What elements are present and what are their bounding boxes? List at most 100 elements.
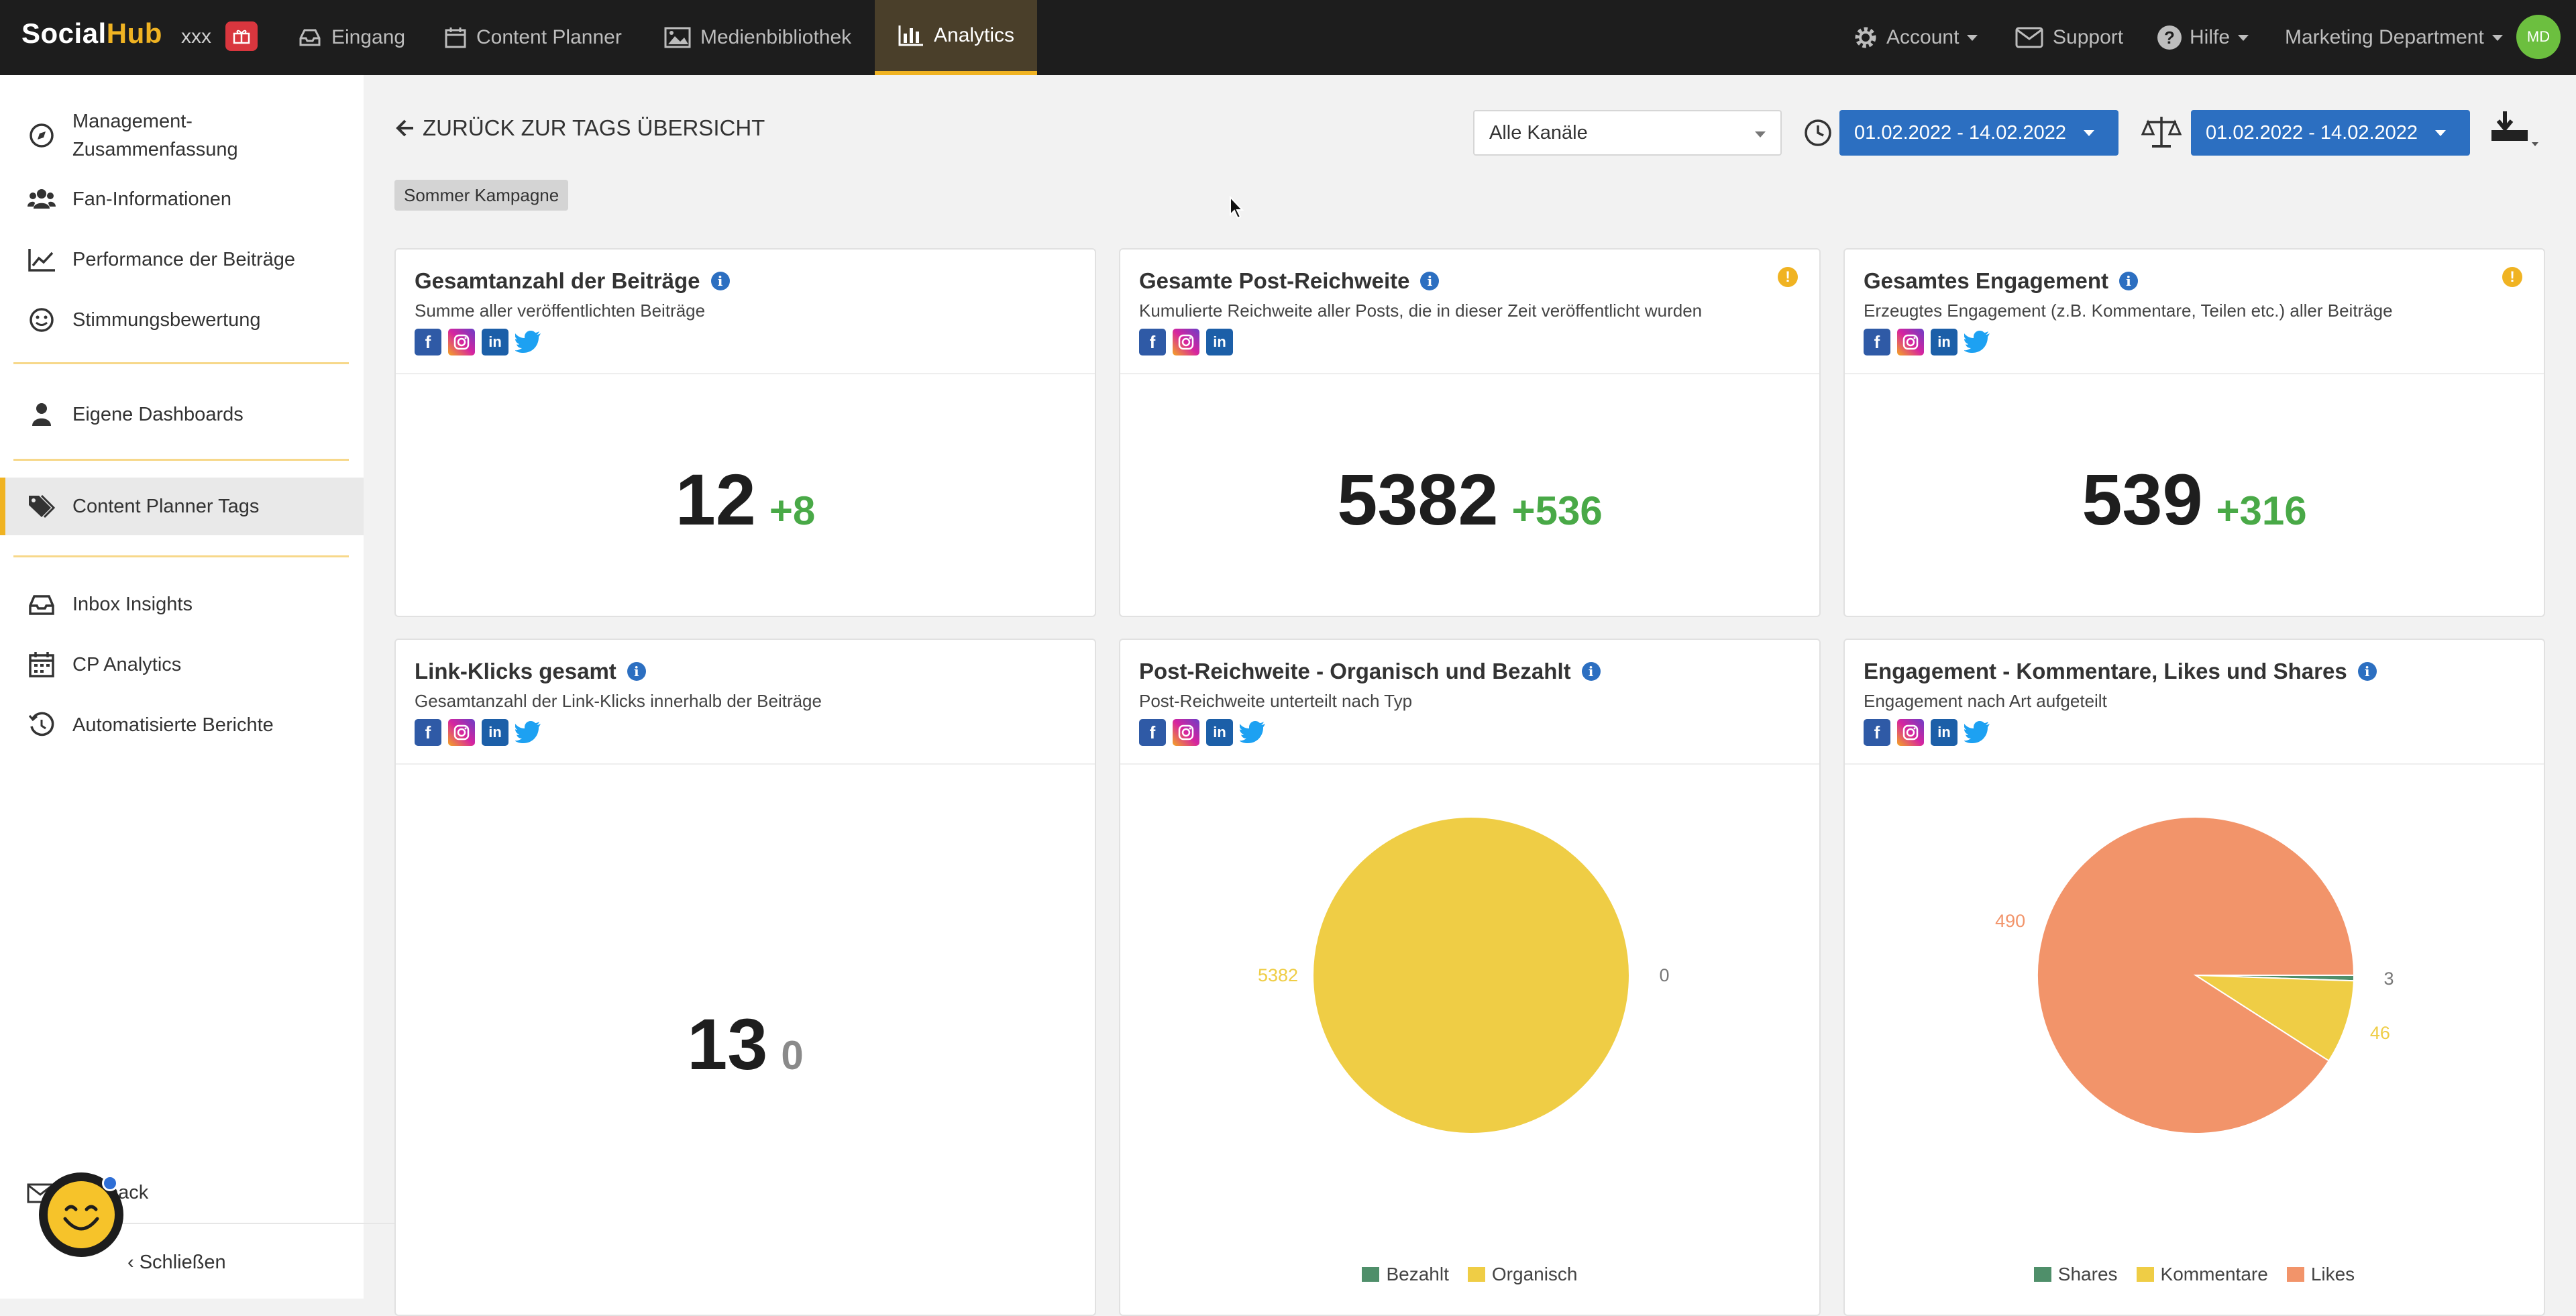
- instagram-icon: [448, 329, 475, 355]
- info-icon[interactable]: i: [1420, 272, 1440, 290]
- instagram-icon: [1897, 719, 1924, 746]
- legend-item[interactable]: Shares: [2033, 1264, 2118, 1285]
- nav-eingang[interactable]: Eingang: [298, 0, 405, 75]
- nav-content-planner[interactable]: Content Planner: [444, 0, 622, 75]
- smiley-face-icon: [48, 1181, 115, 1248]
- instagram-icon: [1897, 329, 1924, 355]
- instagram-icon: [1173, 329, 1199, 355]
- info-icon[interactable]: i: [1581, 662, 1601, 681]
- users-icon: [28, 189, 56, 209]
- legend-label: Shares: [2057, 1264, 2118, 1284]
- pie-data-label: 46: [2370, 1023, 2390, 1043]
- card-reach-by-type: Post-Reichweite - Organisch und Bezahlt i…: [1119, 639, 1821, 1316]
- mouse-cursor-icon: [1230, 196, 1244, 219]
- card-total-engagement: Gesamtes Engagement i ! Erzeugtes Engagem…: [1843, 248, 2545, 617]
- gift-icon[interactable]: [225, 21, 258, 51]
- chevron-down-icon: [1967, 34, 1978, 41]
- gear-icon: [1855, 27, 1876, 48]
- chevron-down-icon: [2084, 129, 2095, 136]
- pie-data-label: 3: [2383, 969, 2394, 989]
- pie-slice-kommentare[interactable]: [2193, 974, 2355, 1062]
- compass-icon: [30, 123, 54, 148]
- socialhub-logo[interactable]: SocialHub: [21, 17, 162, 49]
- back-to-tags-link[interactable]: ZURÜCK ZUR TAGS ÜBERSICHT: [394, 115, 765, 141]
- facebook-icon: f: [415, 329, 441, 355]
- sidebar-item-fans[interactable]: Fan-Informationen: [0, 177, 364, 221]
- legend-item[interactable]: Kommentare: [2136, 1264, 2268, 1285]
- close-sidebar-button[interactable]: ‹ Schließen: [127, 1252, 226, 1273]
- date-range-picker[interactable]: 01.02.2022 - 14.02.2022: [1839, 110, 2118, 156]
- sidebar-divider: [13, 459, 349, 461]
- bar-chart-icon: [898, 25, 923, 46]
- info-icon[interactable]: i: [2357, 662, 2377, 681]
- compare-range-picker[interactable]: 01.02.2022 - 14.02.2022: [2191, 110, 2470, 156]
- envelope-icon: [2015, 27, 2043, 48]
- support-link[interactable]: Support: [2015, 0, 2123, 75]
- legend-swatch: [1467, 1267, 1485, 1282]
- chevron-left-icon: ‹: [127, 1252, 140, 1273]
- sidebar-item-cp-analytics[interactable]: CP Analytics: [0, 643, 364, 687]
- channel-select[interactable]: Alle Kanäle: [1473, 110, 1782, 156]
- social-channels: f in: [1139, 329, 1240, 355]
- linkedin-icon: in: [1931, 329, 1957, 355]
- question-icon: ?: [2157, 25, 2182, 50]
- sidebar-item-performance[interactable]: Performance der Beiträge: [0, 237, 364, 282]
- info-icon[interactable]: i: [710, 272, 730, 290]
- help-menu[interactable]: ? Hilfe: [2157, 0, 2249, 75]
- inbox-icon: [29, 595, 54, 615]
- linkedin-icon: in: [482, 719, 508, 746]
- legend-label: Kommentare: [2160, 1264, 2268, 1284]
- chart-legend: Bezahlt Organisch: [1120, 1264, 1819, 1285]
- organization-name[interactable]: xxx: [181, 25, 211, 48]
- legend-swatch: [2286, 1267, 2304, 1282]
- legend-swatch: [2136, 1267, 2154, 1282]
- engagement-pie-chart: 3 46 490: [1995, 816, 2394, 1134]
- history-icon: [28, 712, 54, 736]
- sidebar-item-cp-tags[interactable]: Content Planner Tags: [0, 478, 364, 535]
- sidebar-divider: [13, 555, 349, 557]
- legend-item[interactable]: Likes: [2286, 1264, 2355, 1285]
- pie-data-label: 5382: [1258, 965, 1298, 985]
- pie-slice-organisch[interactable]: [1312, 816, 1630, 1134]
- sidebar-item-inbox-insights[interactable]: Inbox Insights: [0, 582, 364, 626]
- chart-legend: Shares Kommentare Likes: [1845, 1264, 2544, 1285]
- facebook-icon: f: [415, 719, 441, 746]
- social-channels: f in: [1864, 329, 1998, 355]
- nav-medienbibliothek[interactable]: Medienbibliothek: [664, 0, 851, 75]
- feedback-smiley-button[interactable]: [39, 1172, 123, 1257]
- info-icon[interactable]: i: [627, 662, 646, 681]
- tags-icon: [29, 494, 56, 518]
- twitter-icon: [1240, 719, 1267, 746]
- facebook-icon: f: [1139, 719, 1166, 746]
- facebook-icon: f: [1139, 329, 1166, 355]
- legend-item[interactable]: Bezahlt: [1362, 1264, 1449, 1285]
- legend-label: Organisch: [1491, 1264, 1578, 1284]
- calendar-icon: [445, 28, 466, 48]
- instagram-icon: [448, 719, 475, 746]
- user-avatar[interactable]: MD: [2516, 15, 2561, 59]
- linkedin-icon: in: [482, 329, 508, 355]
- clock-icon: [1805, 119, 1831, 146]
- sidebar-item-management-summary[interactable]: Management-Zusammenfassung: [0, 105, 364, 166]
- account-menu[interactable]: Account: [1853, 0, 1978, 75]
- department-menu[interactable]: Marketing Department: [2285, 0, 2503, 75]
- facebook-icon: f: [1864, 719, 1890, 746]
- image-icon: [664, 27, 691, 48]
- twitter-icon: [515, 329, 542, 355]
- info-icon[interactable]: i: [2118, 272, 2138, 290]
- legend-swatch: [2033, 1267, 2051, 1282]
- download-icon[interactable]: [2489, 109, 2542, 153]
- pie-data-label: 490: [1995, 911, 2025, 931]
- sidebar-item-dashboards[interactable]: Eigene Dashboards: [0, 388, 364, 441]
- warning-icon[interactable]: !: [2502, 267, 2522, 287]
- user-icon: [32, 403, 51, 426]
- warning-icon[interactable]: !: [1778, 267, 1798, 287]
- pie-slice-likes[interactable]: [2037, 816, 2355, 1134]
- nav-analytics[interactable]: Analytics: [875, 0, 1038, 75]
- twitter-icon: [515, 719, 542, 746]
- metric-value: 13 0: [687, 1003, 804, 1085]
- top-navigation-bar: SocialHub xxx Eingang Content Planner Me…: [0, 0, 2576, 75]
- legend-item[interactable]: Organisch: [1467, 1264, 1578, 1285]
- sidebar-item-sentiment[interactable]: Stimmungsbewertung: [0, 298, 364, 342]
- sidebar-item-auto-reports[interactable]: Automatisierte Berichte: [0, 703, 364, 747]
